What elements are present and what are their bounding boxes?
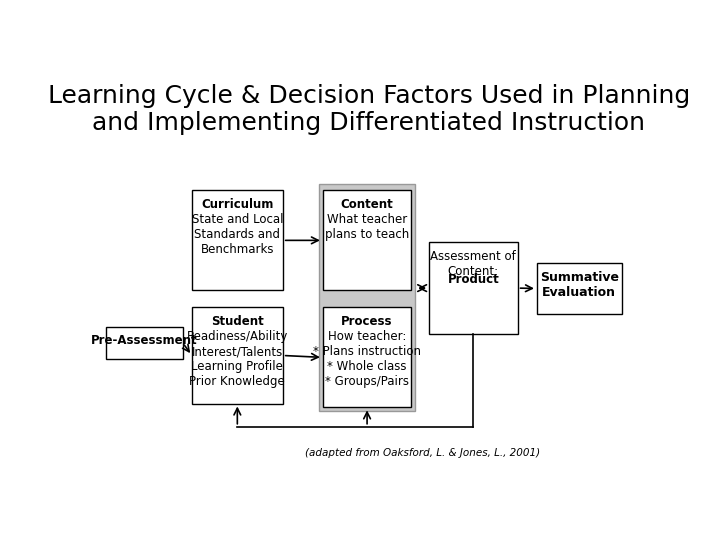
Text: Learning Cycle & Decision Factors Used in Planning
and Implementing Differentiat: Learning Cycle & Decision Factors Used i… (48, 84, 690, 136)
Text: Pre-Assessment: Pre-Assessment (91, 334, 197, 347)
Bar (537, 264, 621, 314)
Bar (429, 242, 518, 334)
Bar (323, 307, 411, 408)
Text: Content: Content (341, 198, 393, 211)
Text: (adapted from Oaksford, L. & Jones, L., 2001): (adapted from Oaksford, L. & Jones, L., … (305, 448, 541, 458)
Bar (323, 190, 411, 291)
Text: Assessment of
Content:: Assessment of Content: (431, 249, 516, 278)
Text: Student: Student (211, 315, 264, 328)
Text: State and Local
Standards and
Benchmarks: State and Local Standards and Benchmarks (192, 213, 283, 256)
Text: Process: Process (341, 315, 393, 328)
Text: What teacher
plans to teach: What teacher plans to teach (325, 213, 409, 241)
Text: Summative
Evaluation: Summative Evaluation (540, 271, 618, 299)
Bar (192, 190, 283, 291)
Bar (192, 307, 283, 403)
Bar (106, 327, 183, 359)
Text: Readiness/Ability
Interest/Talents
Learning Profile
Prior Knowledge: Readiness/Ability Interest/Talents Learn… (186, 330, 288, 388)
Bar (319, 184, 415, 411)
Text: How teacher:
* Plans instruction
* Whole class
* Groups/Pairs: How teacher: * Plans instruction * Whole… (313, 330, 421, 388)
Text: Curriculum: Curriculum (201, 198, 274, 211)
Text: Product: Product (447, 273, 499, 286)
